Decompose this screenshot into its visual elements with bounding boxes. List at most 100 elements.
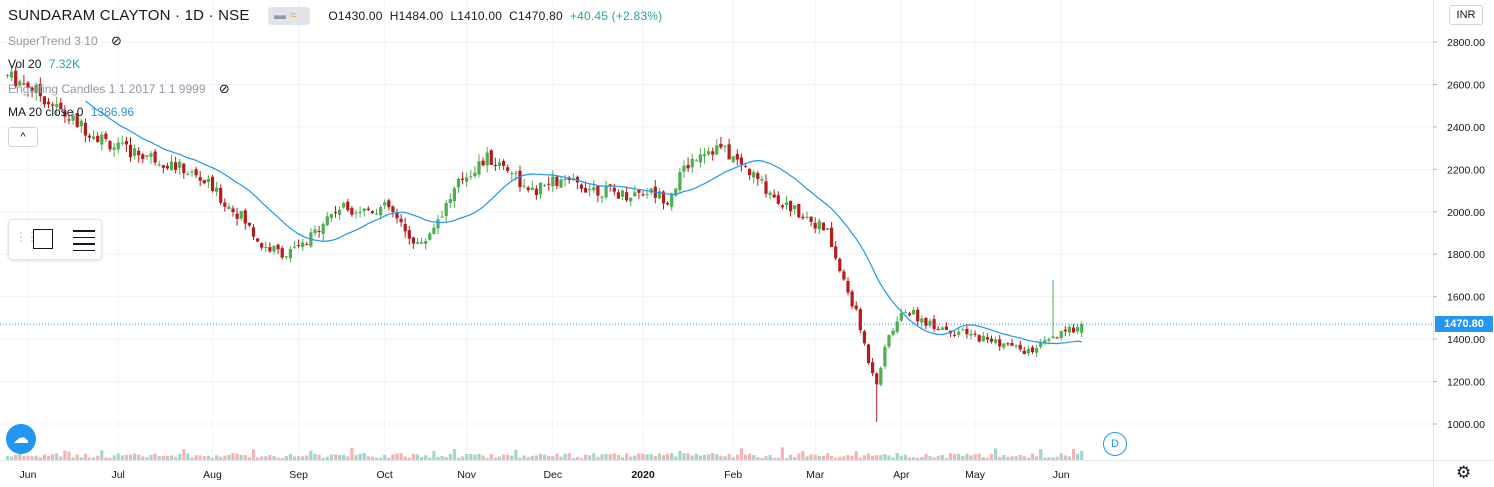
candle-body — [338, 209, 342, 215]
volume-bar — [961, 455, 965, 460]
volume-bar — [325, 456, 329, 460]
price-tick-label: 2200.00 — [1447, 164, 1485, 176]
low-value: L1410.00 — [450, 9, 503, 23]
engulfing-legend[interactable]: Engulfing Candles 1 1 2017 1 1 9999 ⊘ — [8, 81, 230, 97]
candle-body — [342, 203, 346, 208]
candle-body — [497, 162, 502, 167]
candle-body — [59, 102, 63, 110]
symbol-flags[interactable]: ▬ ≈ — [267, 7, 310, 26]
candle-body — [485, 152, 489, 166]
volume-bar — [534, 455, 538, 460]
candle-body — [534, 188, 538, 196]
candle-body — [920, 318, 924, 323]
volume-bar — [502, 454, 506, 460]
volume-bar — [301, 456, 305, 460]
volume-bar — [55, 453, 59, 460]
candle-body — [14, 70, 18, 87]
candle-body — [739, 157, 743, 165]
eye-slash-icon[interactable]: ⊘ — [110, 33, 122, 48]
volume-bar — [793, 457, 797, 460]
object-tree-icon[interactable] — [73, 230, 95, 256]
candle-body — [42, 96, 46, 105]
candle-body — [133, 148, 137, 156]
candle-body — [51, 104, 55, 106]
candle-body — [657, 191, 661, 199]
volume-bar — [112, 455, 116, 460]
candle-body — [399, 218, 403, 223]
volume-bar — [977, 453, 981, 460]
candle-body — [821, 222, 825, 231]
candle-body — [592, 187, 596, 191]
candle-body — [153, 151, 157, 163]
candle-body — [239, 211, 243, 219]
candle-body — [391, 206, 395, 213]
volume-bar — [928, 456, 932, 460]
candle-body — [79, 120, 83, 127]
candle-body — [666, 203, 670, 205]
volume-legend[interactable]: Vol 20 7.32K — [8, 57, 80, 71]
candle-body — [18, 81, 22, 86]
symbol-legend[interactable]: SUNDARAM CLAYTON · 1D · NSE ▬ ≈ O1430.00… — [8, 7, 662, 26]
candle-body — [1063, 329, 1067, 332]
candle-body — [981, 335, 985, 342]
supertrend-legend[interactable]: SuperTrend 3 10 ⊘ — [8, 33, 122, 49]
candle-body — [940, 327, 944, 330]
candle-body — [555, 176, 559, 186]
candle-body — [776, 195, 780, 204]
candle-body — [120, 142, 124, 144]
volume-bar — [998, 456, 1002, 460]
candle-body — [1076, 327, 1080, 332]
volume-bar — [559, 456, 563, 460]
ma-legend[interactable]: MA 20 close 0 1386.96 — [8, 105, 134, 119]
volume-bar — [723, 456, 727, 460]
drag-handle-icon[interactable]: ⋮⋮ — [15, 230, 38, 244]
volume-bar — [161, 455, 165, 460]
candle-body — [743, 166, 748, 168]
candle-body — [465, 177, 469, 182]
volume-bar — [227, 454, 231, 460]
candle-body — [124, 141, 128, 145]
volume-bar — [235, 453, 239, 460]
volume-bar — [588, 455, 592, 460]
candle-body — [362, 208, 366, 211]
symbol-title[interactable]: SUNDARAM CLAYTON · 1D · NSE — [8, 7, 250, 24]
tradingview-logo-icon[interactable]: ☁ — [6, 424, 36, 454]
volume-bars — [5, 447, 1084, 460]
engulfing-label: Engulfing Candles 1 1 2017 1 1 9999 — [8, 82, 206, 96]
gear-icon[interactable]: ⚙ — [1456, 463, 1472, 482]
candle-body — [969, 333, 973, 336]
candle-body — [284, 256, 288, 258]
dividend-marker[interactable]: D — [1103, 432, 1127, 456]
volume-bar — [452, 448, 456, 460]
candle-body — [481, 160, 485, 166]
volume-bar — [690, 455, 694, 460]
collapse-legend-button[interactable]: ^ — [8, 127, 38, 147]
volume-bar — [10, 456, 14, 460]
volume-bar — [128, 454, 133, 460]
candle-body — [288, 248, 292, 259]
candle-body — [116, 142, 120, 150]
volume-bar — [178, 453, 182, 460]
candle-body — [333, 211, 338, 214]
eye-slash-icon[interactable]: ⊘ — [218, 81, 230, 96]
candle-body — [1014, 345, 1018, 347]
candle-body — [325, 216, 329, 226]
volume-bar — [702, 454, 707, 460]
candle-body — [165, 165, 169, 169]
candle-body — [850, 291, 854, 307]
volume-bar — [1071, 448, 1076, 460]
volume-bar — [210, 457, 215, 460]
candlestick-series — [5, 66, 1084, 422]
volume-bar — [313, 453, 317, 460]
volume-bar — [223, 455, 227, 460]
drawing-toolbar[interactable]: ⋮⋮ — [8, 219, 102, 260]
volume-bar — [608, 454, 612, 460]
volume-bar — [678, 450, 682, 460]
volume-bar — [784, 457, 789, 460]
volume-bar — [342, 454, 346, 460]
rectangle-tool-icon[interactable] — [33, 229, 53, 249]
currency-button[interactable]: INR — [1449, 5, 1483, 25]
candle-body — [825, 228, 830, 230]
volume-bar — [59, 456, 63, 460]
